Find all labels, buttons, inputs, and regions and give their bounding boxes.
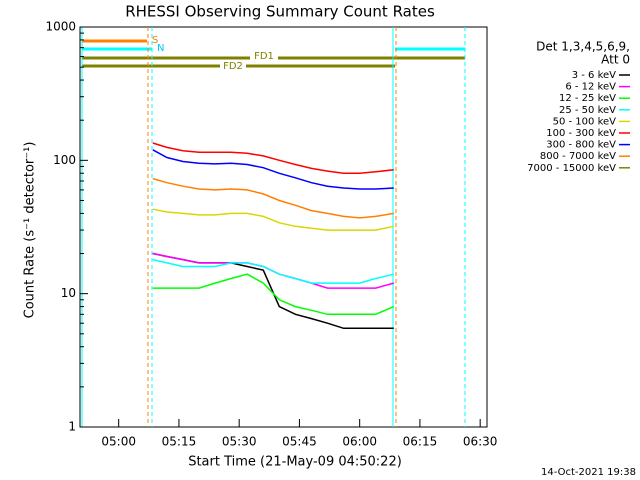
legend-label: 6 - 12 keV (565, 82, 616, 93)
legend-title: Att 0 (601, 53, 630, 67)
plot-frame (79, 26, 488, 428)
x-axis-label: Start Time (21-May-09 04:50:22) (188, 455, 402, 470)
series-line (152, 258, 394, 284)
annotation: FD1 (254, 51, 274, 62)
annotation: N (157, 43, 164, 54)
y-tick-label: 1 (68, 420, 76, 434)
x-tick-label: 06:00 (342, 435, 377, 449)
legend-label: 300 - 800 keV (546, 140, 616, 151)
series-line (152, 252, 394, 330)
legend-label: 100 - 300 keV (546, 128, 616, 139)
timestamp: 14-Oct-2021 19:38 (541, 467, 636, 478)
attenuator-bars (81, 27, 466, 427)
series-line (152, 208, 394, 231)
annotation: S (152, 35, 158, 46)
y-axis-label: Count Rate (s⁻¹ detector⁻¹) (23, 142, 38, 319)
y-tick-label: 10 (61, 286, 76, 300)
y-tick-label: 1000 (45, 20, 76, 34)
series-line (152, 273, 395, 316)
chart-title: RHESSI Observing Summary Count Rates (125, 3, 435, 21)
x-tick-label: 05:00 (101, 435, 136, 449)
series-line (152, 177, 394, 219)
legend-label: 25 - 50 keV (559, 105, 616, 116)
legend-label: 50 - 100 keV (553, 116, 617, 127)
x-tick-label: 05:15 (162, 435, 197, 449)
legend-label: 3 - 6 keV (572, 70, 616, 81)
x-tick-label: 06:15 (403, 435, 438, 449)
legend-title: Det 1,3,4,5,6,9, (536, 40, 630, 54)
x-tick-label: 05:30 (222, 435, 257, 449)
legend-label: 800 - 7000 keV (540, 151, 616, 162)
y-tick-label: 100 (53, 153, 76, 167)
legend-label: 12 - 25 keV (559, 93, 616, 104)
legend-label: 7000 - 15000 keV (527, 163, 616, 174)
series-line (152, 142, 394, 175)
series-line (152, 149, 394, 190)
x-tick-label: 06:30 (463, 435, 498, 449)
x-tick-label: 05:45 (282, 435, 317, 449)
annotation: FD2 (223, 61, 243, 72)
